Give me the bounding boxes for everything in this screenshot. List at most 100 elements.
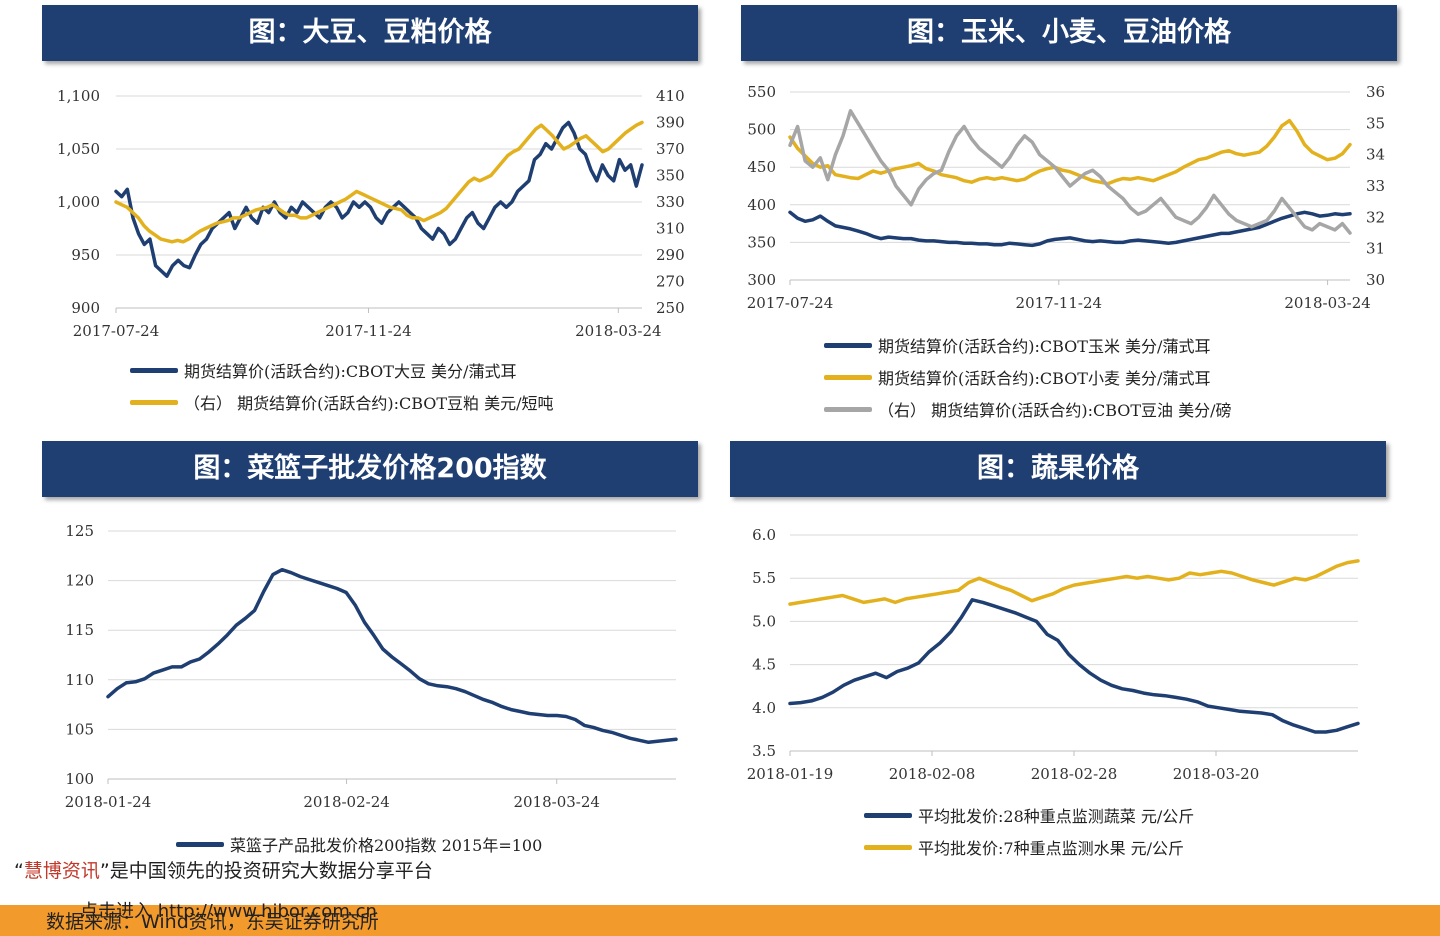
legend-swatch (864, 844, 912, 850)
legend-item: 平均批发价:7种重点监测水果 元/公斤 (864, 831, 1194, 863)
legend-item: （右） 期货结算价(活跃合约):CBOT豆油 美分/磅 (824, 393, 1232, 425)
y-tick-label: 1,000 (57, 193, 100, 211)
legend-label: （右） 期货结算价(活跃合约):CBOT豆粕 美元/短吨 (184, 394, 554, 413)
y-tick-label: 125 (65, 522, 94, 540)
chart1-legend: 期货结算价(活跃合约):CBOT大豆 美分/蒲式耳 （右） 期货结算价(活跃合约… (130, 354, 554, 418)
chart3-plot: 125 120 115 110 105 100 2018-01-24 2018-02-24 20… (65, 522, 678, 811)
y-tick-label: 1,100 (57, 87, 100, 105)
y-tick-label: 950 (71, 246, 100, 264)
x-tick-label: 2018-02-24 (303, 793, 389, 811)
legend-swatch (824, 406, 872, 412)
chart2-title-banner: 图：玉米、小麦、豆油价格 (741, 5, 1397, 61)
y2-tick-label: 36 (1366, 83, 1385, 101)
y2-tick-label: 35 (1366, 114, 1385, 132)
x-tick-label: 2017-07-24 (73, 322, 159, 340)
x-tick-label: 2018-02-08 (889, 765, 975, 783)
y-tick-label: 100 (65, 770, 94, 788)
chart3-title: 图：菜篮子批发价格200指数 (193, 453, 547, 484)
chart4-title: 图：蔬果价格 (977, 453, 1139, 484)
series-line-1 (788, 210, 1352, 248)
series-line-1 (788, 598, 1360, 734)
legend-label: 平均批发价:28种重点监测蔬菜 元/公斤 (918, 807, 1195, 826)
y2-tick-label: 32 (1366, 208, 1385, 226)
y-tick-label: 4.5 (752, 656, 776, 674)
enter-link[interactable]: 点击进入 http://www.hibor.com.cn (80, 901, 377, 922)
series-line-3 (788, 109, 1352, 235)
x-tick-label: 2018-02-28 (1031, 765, 1117, 783)
y2-tick-label: 30 (1366, 271, 1385, 289)
y-tick-label: 110 (65, 671, 94, 689)
legend-label: 期货结算价(活跃合约):CBOT玉米 美分/蒲式耳 (878, 337, 1211, 356)
series-line-2 (788, 559, 1360, 606)
y-tick-label: 900 (71, 299, 100, 317)
x-tick-label: 2017-11-24 (1016, 294, 1102, 312)
legend-label: 平均批发价:7种重点监测水果 元/公斤 (918, 839, 1185, 858)
y2-tick-label: 410 (656, 87, 685, 105)
chart2-plot: 550 500 450 400 350 300 36 35 34 33 32 31 30 2017-07-… (747, 83, 1385, 312)
chart2-title: 图：玉米、小麦、豆油价格 (907, 17, 1231, 48)
series-line-1 (114, 120, 644, 278)
legend-swatch (130, 367, 178, 373)
chart1-title-banner: 图：大豆、豆粕价格 (42, 5, 698, 61)
y2-tick-label: 33 (1366, 177, 1385, 195)
x-tick-label: 2017-07-24 (747, 294, 833, 312)
chart3-legend: 菜篮子产品批发价格200指数 2015年=100 (176, 828, 542, 860)
y-tick-label: 300 (747, 271, 776, 289)
legend-label: 菜篮子产品批发价格200指数 2015年=100 (230, 836, 543, 855)
legend-item: 平均批发价:28种重点监测蔬菜 元/公斤 (864, 799, 1194, 831)
y-tick-label: 550 (747, 83, 776, 101)
legend-item: 菜篮子产品批发价格200指数 2015年=100 (176, 828, 542, 860)
y-tick-label: 5.5 (752, 569, 776, 587)
x-tick-label: 2018-03-24 (513, 793, 599, 811)
promo-quote-open: “ (14, 860, 24, 882)
chart2-legend: 期货结算价(活跃合约):CBOT玉米 美分/蒲式耳 期货结算价(活跃合约):CB… (824, 329, 1232, 425)
y-tick-label: 1,050 (57, 140, 100, 158)
chart4-legend: 平均批发价:28种重点监测蔬菜 元/公斤 平均批发价:7种重点监测水果 元/公斤 (864, 799, 1194, 863)
y-tick-label: 350 (747, 233, 776, 251)
series-line-1 (106, 567, 678, 745)
y2-tick-label: 290 (656, 246, 685, 264)
y-tick-label: 105 (65, 720, 94, 738)
x-tick-label: 2018-03-20 (1173, 765, 1259, 783)
promo-body: 是中国领先的投资研究大数据分享平台 (109, 860, 433, 882)
y2-tick-label: 370 (656, 140, 685, 158)
x-tick-label: 2017-11-24 (325, 322, 411, 340)
x-tick-label: 2018-03-24 (1284, 294, 1370, 312)
y-tick-label: 400 (747, 196, 776, 214)
legend-swatch (130, 399, 178, 405)
promo-quote-close: ” (99, 860, 110, 882)
x-tick-label: 2018-01-19 (747, 765, 833, 783)
legend-swatch (824, 342, 872, 348)
y2-tick-label: 330 (656, 193, 685, 211)
promo-text: “慧博资讯”是中国领先的投资研究大数据分享平台 (14, 856, 433, 883)
chart3-title-banner: 图：菜篮子批发价格200指数 (42, 441, 698, 497)
y-tick-label: 450 (747, 158, 776, 176)
legend-item: （右） 期货结算价(活跃合约):CBOT豆粕 美元/短吨 (130, 386, 554, 418)
promo-brand[interactable]: 慧博资讯 (23, 860, 100, 882)
legend-label: 期货结算价(活跃合约):CBOT小麦 美分/蒲式耳 (878, 369, 1211, 388)
y2-tick-label: 31 (1366, 240, 1385, 258)
y2-tick-label: 390 (656, 114, 685, 132)
y2-tick-label: 270 (656, 273, 685, 291)
chart4-title-banner: 图：蔬果价格 (730, 441, 1386, 497)
x-tick-label: 2018-03-24 (575, 322, 661, 340)
footer-bar (0, 905, 1440, 936)
chart4-plot: 6.0 5.5 5.0 4.5 4.0 3.5 2018-01-19 2018-02-08 20… (747, 526, 1360, 783)
x-tick-label: 2018-01-24 (65, 793, 151, 811)
legend-item: 期货结算价(活跃合约):CBOT玉米 美分/蒲式耳 (824, 329, 1232, 361)
y-tick-label: 6.0 (752, 526, 776, 544)
series-line-2 (788, 118, 1352, 186)
y2-tick-label: 310 (656, 220, 685, 238)
chart1-plot: 1,100 1,050 1,000 950 900 410 390 370 350 330 310 2… (57, 87, 685, 340)
y2-tick-label: 350 (656, 167, 685, 185)
legend-swatch (864, 812, 912, 818)
legend-label: （右） 期货结算价(活跃合约):CBOT豆油 美分/磅 (878, 401, 1232, 420)
y-tick-label: 5.0 (752, 612, 776, 630)
legend-item: 期货结算价(活跃合约):CBOT小麦 美分/蒲式耳 (824, 361, 1232, 393)
y2-tick-label: 250 (656, 299, 685, 317)
series-line-2 (114, 120, 644, 244)
legend-swatch (824, 374, 872, 380)
chart1-title: 图：大豆、豆粕价格 (248, 17, 492, 48)
legend-swatch (176, 841, 224, 847)
y-tick-label: 4.0 (752, 699, 776, 717)
